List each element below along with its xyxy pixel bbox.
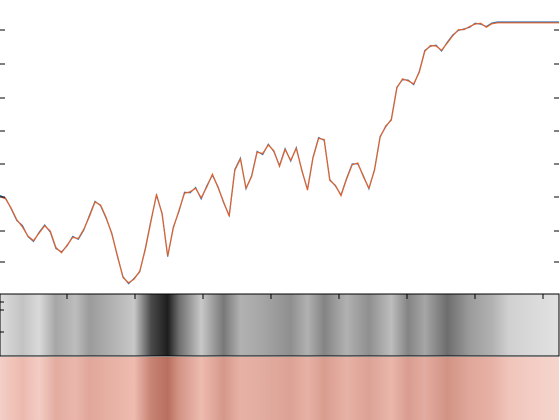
- gray-image-strip: [0, 294, 559, 356]
- axis-ticks: [0, 29, 559, 333]
- series-line-1: [0, 21, 559, 285]
- gray-strip-border: [0, 293, 560, 357]
- series-line-2: [0, 22, 559, 284]
- rose-image-strip: [0, 357, 559, 420]
- line-layer: [0, 21, 559, 285]
